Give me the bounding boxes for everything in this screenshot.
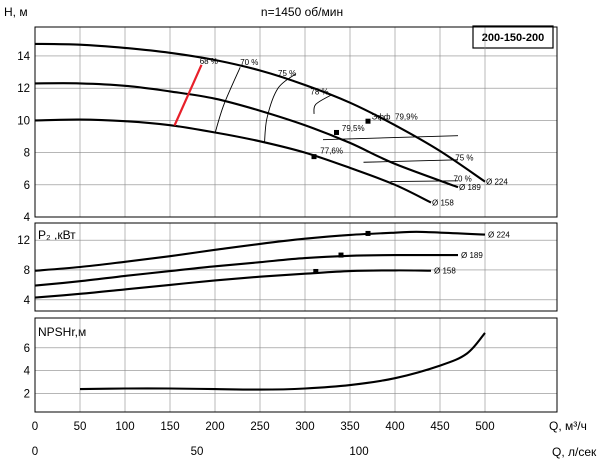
efficiency-label: 75 % bbox=[278, 69, 296, 78]
power-curve-2 bbox=[34, 269, 432, 299]
npsh-panel-frame bbox=[34, 317, 558, 413]
x-tick-label-m3h: 150 bbox=[160, 421, 179, 433]
head-y-tick-label: 8 bbox=[24, 148, 30, 160]
head-panel-frame bbox=[34, 26, 558, 218]
head-y-tick-label: 12 bbox=[17, 83, 30, 95]
x-tick-label-m3h: 0 bbox=[32, 421, 38, 433]
efficiency-label: 77,6% bbox=[320, 146, 343, 155]
efficiency-arc-0 bbox=[173, 64, 203, 126]
bep-marker bbox=[334, 129, 339, 135]
x-axis-label-m3h: Q, м³/ч bbox=[549, 419, 587, 433]
x-axis-label-ls: Q, л/сек bbox=[552, 445, 597, 459]
efficiency-label: Эфф bbox=[372, 113, 391, 122]
x-tick-label-m3h: 300 bbox=[295, 421, 314, 433]
efficiency-arc-3 bbox=[313, 94, 333, 114]
power-marker bbox=[338, 252, 344, 258]
head-axis-label: H, м bbox=[4, 5, 28, 19]
head-curve-label: Ø 224 bbox=[486, 178, 508, 187]
x-tick-label-m3h: 450 bbox=[430, 421, 449, 433]
bep-marker bbox=[311, 154, 317, 160]
bep-marker bbox=[365, 118, 371, 124]
npsh-axis-label: NPSHr,м bbox=[38, 325, 86, 339]
power-y-tick-label: 12 bbox=[17, 235, 30, 247]
power-curve-1 bbox=[34, 253, 459, 287]
head-y-tick-label: 4 bbox=[24, 212, 31, 224]
efficiency-label: 68 % bbox=[200, 57, 218, 66]
efficiency-label: 75 % bbox=[455, 154, 473, 163]
npsh-y-tick-label: 4 bbox=[24, 366, 31, 378]
efficiency-connector bbox=[322, 135, 459, 141]
model-box bbox=[472, 25, 554, 49]
efficiency-label: 79,5% bbox=[342, 124, 365, 133]
efficiency-connector bbox=[363, 159, 459, 163]
power-axis-label: P₂ ,кВт bbox=[38, 228, 76, 242]
x-tick-label-ls: 50 bbox=[191, 446, 204, 458]
power-curve-label: Ø 189 bbox=[461, 251, 483, 260]
npsh-y-tick-label: 2 bbox=[24, 389, 30, 401]
power-marker bbox=[313, 268, 319, 274]
x-tick-label-m3h: 100 bbox=[115, 421, 134, 433]
head-curve-label: Ø 189 bbox=[459, 183, 481, 192]
x-tick-label-ls: 100 bbox=[349, 446, 368, 458]
head-y-tick-label: 6 bbox=[24, 180, 30, 192]
head-y-tick-label: 14 bbox=[17, 51, 30, 63]
efficiency-label: 78 % bbox=[310, 88, 328, 97]
head-curve-label: Ø 158 bbox=[432, 199, 454, 208]
head-curve-0 bbox=[34, 42, 486, 183]
power-curve-label: Ø 224 bbox=[488, 231, 510, 240]
head-curve-2 bbox=[34, 118, 432, 204]
npsh-y-tick-label: 6 bbox=[24, 343, 30, 355]
efficiency-label: 70 % bbox=[454, 175, 472, 184]
head-curve-1 bbox=[34, 82, 459, 189]
power-panel-frame bbox=[34, 222, 558, 312]
head-y-tick-label: 10 bbox=[17, 115, 30, 127]
x-tick-label-m3h: 50 bbox=[74, 421, 87, 433]
power-marker bbox=[365, 230, 371, 236]
x-tick-label-m3h: 400 bbox=[385, 421, 404, 433]
x-tick-label-m3h: 250 bbox=[250, 421, 269, 433]
efficiency-connector bbox=[390, 180, 459, 183]
npsh-curve-0 bbox=[79, 332, 486, 391]
model-label: 200-150-200 bbox=[482, 32, 544, 44]
efficiency-arc-2 bbox=[264, 73, 297, 143]
power-y-tick-label: 8 bbox=[24, 265, 30, 277]
efficiency-label: 70 % bbox=[240, 58, 258, 67]
x-tick-label-m3h: 350 bbox=[340, 421, 359, 433]
chart-title: n=1450 об/мин bbox=[261, 5, 343, 19]
power-curve-label: Ø 158 bbox=[434, 267, 456, 276]
x-tick-label-m3h: 200 bbox=[205, 421, 224, 433]
x-tick-label-ls: 0 bbox=[32, 446, 38, 458]
efficiency-arc-1 bbox=[214, 67, 241, 134]
power-y-tick-label: 4 bbox=[24, 295, 31, 307]
power-curve-0 bbox=[34, 230, 486, 272]
efficiency-label: 79,9% bbox=[395, 113, 418, 122]
x-tick-label-m3h: 500 bbox=[475, 421, 494, 433]
